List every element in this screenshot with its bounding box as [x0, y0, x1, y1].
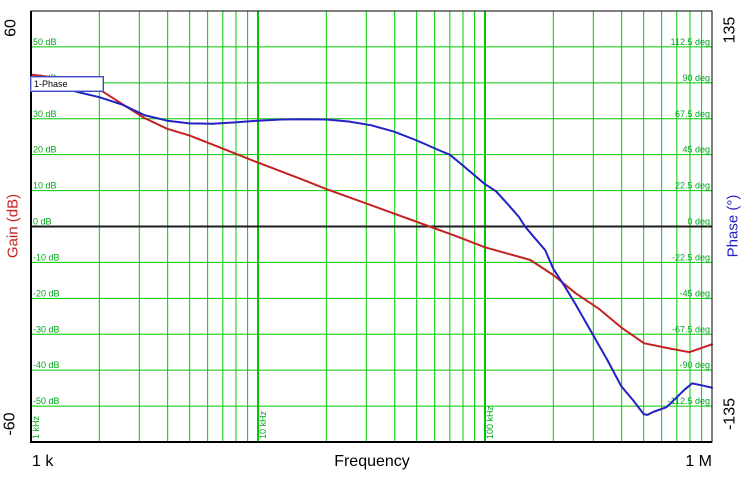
freq-axis-title: Frequency — [334, 453, 410, 470]
phase-gridline-label: 90 deg — [682, 73, 710, 83]
gain-gridline-label: -30 dB — [33, 324, 60, 334]
phase-gridline-label: -22.5 deg — [672, 252, 710, 262]
phase-axis-title: Phase (°) — [725, 195, 742, 258]
phase-axis-max-label: 135 — [722, 17, 739, 44]
gain-curve — [30, 73, 713, 354]
gain-gridline-label: -40 dB — [33, 360, 60, 370]
phase-gridline-label: -90 deg — [679, 360, 710, 370]
phase-gridline-label: -112.5 deg — [668, 396, 710, 406]
phase-gridline-label: 67.5 deg — [675, 109, 710, 119]
gain-gridline-label: 50 dB — [33, 37, 57, 47]
phase-gridline-label: 22.5 deg — [675, 181, 710, 191]
freq-axis-min-label: 1 k — [32, 453, 54, 470]
phase-gridline-label: -67.5 deg — [672, 324, 710, 334]
gain-gridline-label: -10 dB — [33, 252, 60, 262]
phase-gridline-label: 0 deg — [687, 217, 710, 227]
gain-gridline-label: 30 dB — [33, 109, 57, 119]
gain-gridline-label: 10 dB — [33, 181, 57, 191]
phase-axis-min-label: -135 — [722, 398, 739, 430]
freq-decade-label: 10 kHz — [258, 410, 268, 439]
gain-gridline-label: -50 dB — [33, 396, 60, 406]
phase-gridline-label: 112.5 deg — [671, 37, 710, 47]
freq-axis-max-label: 1 M — [685, 453, 712, 470]
phase-curve — [30, 77, 713, 416]
freq-decade-label: 100 kHz — [485, 405, 495, 439]
freq-decade-label: 1 kHz — [31, 415, 41, 439]
gain-axis-max-label: 60 — [3, 19, 20, 37]
gain-axis-title: Gain (dB) — [5, 194, 22, 258]
gain-gridline-label: 0 dB — [33, 217, 52, 227]
axis-text-layer: 60 -60 135 -135 Gain (dB) Phase (°) 1 k … — [2, 17, 742, 470]
phase-gridline-label: 45 deg — [682, 145, 710, 155]
gain-gridline-label: 20 dB — [33, 145, 57, 155]
gain-axis-min-label: -60 — [2, 412, 19, 435]
gain-gridline-label: -20 dB — [33, 288, 60, 298]
grid-layer — [31, 11, 712, 442]
phase-gridline-label: -45 deg — [679, 288, 710, 298]
curves-layer — [30, 73, 713, 416]
curve-tag-1-phase[interactable]: 1-Phase — [30, 76, 104, 92]
